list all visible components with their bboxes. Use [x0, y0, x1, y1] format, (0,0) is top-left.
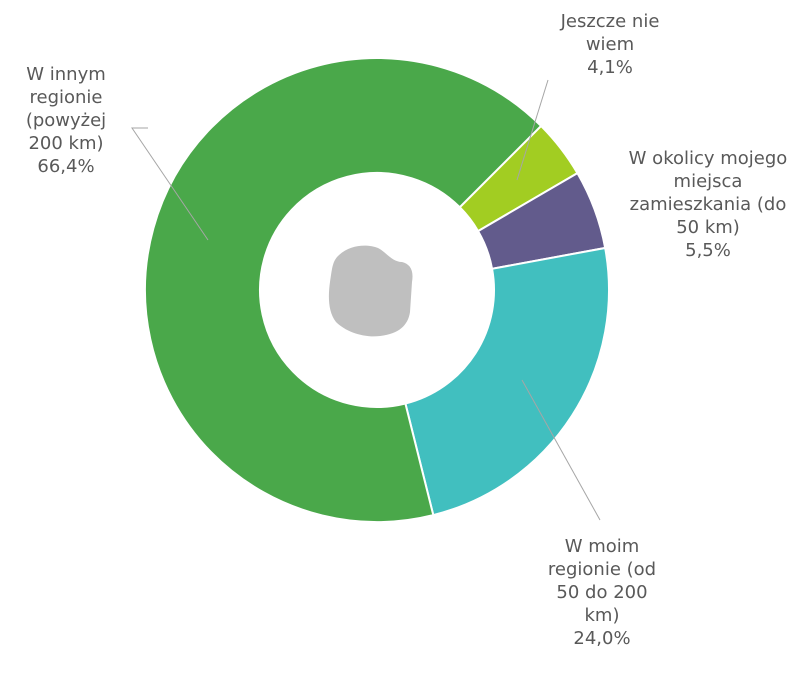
leader-line [131, 127, 209, 241]
category-label: W innym regionie (powyżej 200 km) [25, 64, 107, 154]
data-label: W moim regionie (od 50 do 200 km) 24,0% [539, 535, 665, 650]
donut-slice [404, 246, 610, 517]
leader-line [516, 79, 549, 181]
data-label: Jeszcze nie wiem 4,1% [545, 10, 675, 79]
data-label: W innym regionie (powyżej 200 km) 66,4% [16, 63, 116, 178]
center-icon [328, 245, 413, 337]
value-label: 4,1% [587, 57, 633, 78]
leader-line [521, 379, 601, 521]
value-label: 66,4% [37, 156, 95, 177]
data-label: W okolicy mojego miejsca zamieszkania (d… [628, 147, 788, 262]
value-label: 5,5% [685, 240, 731, 261]
category-label: W moim regionie (od 50 do 200 km) [547, 536, 657, 626]
category-label: Jeszcze nie wiem [560, 11, 660, 55]
donut-slice [144, 57, 543, 523]
value-label: 24,0% [573, 628, 631, 649]
category-label: W okolicy mojego miejsca zamieszkania (d… [628, 148, 788, 238]
